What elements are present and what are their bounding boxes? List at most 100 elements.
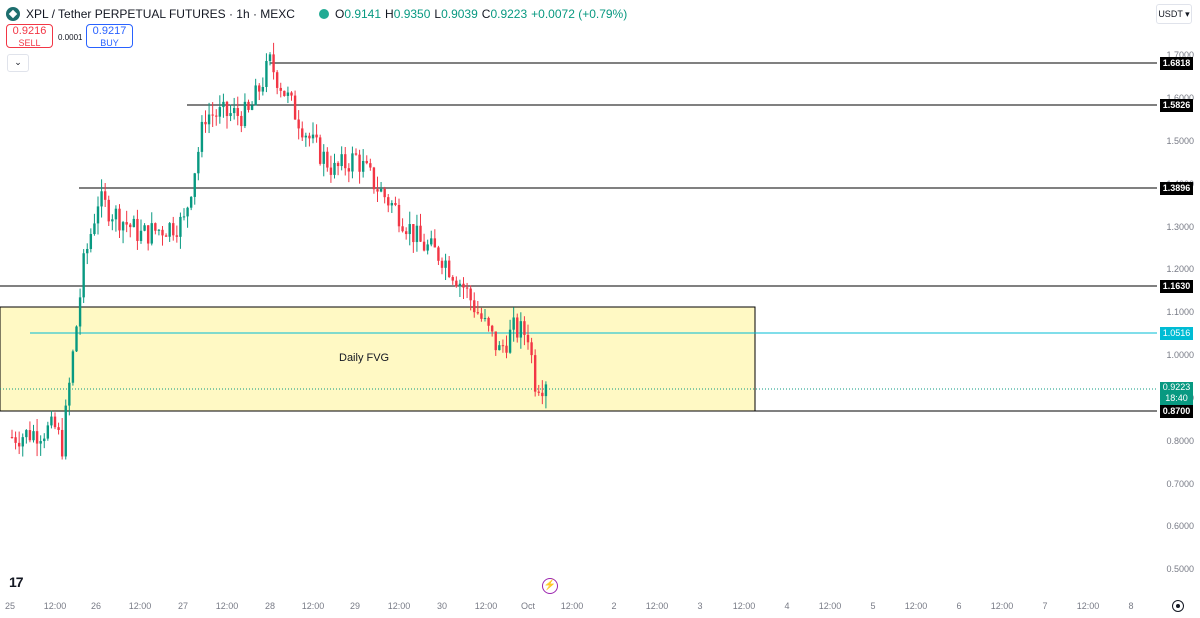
sell-button[interactable]: 0.9216 SELL: [6, 24, 53, 48]
candle-body: [394, 203, 397, 205]
candle-body: [541, 392, 544, 397]
candle-body: [336, 162, 340, 167]
candle-body: [318, 137, 322, 164]
time-axis-label: 2: [611, 601, 617, 611]
candle-body: [261, 86, 265, 92]
candle-body: [354, 153, 358, 155]
price-change: +0.0072 (+0.79%): [531, 7, 628, 21]
candle-body: [125, 222, 128, 225]
candle-body: [293, 95, 297, 120]
time-axis-label: 6: [956, 601, 962, 611]
candle-body: [96, 206, 100, 224]
buy-button[interactable]: 0.9217 BUY: [86, 24, 133, 48]
candle-body: [57, 427, 60, 430]
candle-body: [250, 105, 254, 110]
candle-body: [132, 218, 136, 228]
time-axis-label: 29: [349, 601, 361, 611]
fvg-label: Daily FVG: [339, 352, 390, 364]
candle-body: [103, 191, 107, 200]
price-axis-label: 1.5000: [1166, 136, 1194, 146]
candle-body: [530, 342, 533, 356]
market-status-icon[interactable]: [318, 9, 329, 19]
price-axis-label: 1.6000: [1166, 93, 1194, 103]
candle-body: [240, 115, 243, 127]
candle-body: [286, 92, 290, 96]
candle-body: [437, 247, 440, 261]
level-tag-4: 1.1630: [1160, 280, 1193, 293]
candle-body: [157, 229, 161, 231]
candle-body: [315, 134, 318, 138]
candle-body: [476, 312, 480, 314]
sell-price: 0.9216: [12, 25, 47, 37]
time-axis-label: 12:00: [732, 601, 756, 611]
currency-selector[interactable]: USDT ▾: [1156, 4, 1192, 24]
candle-body: [164, 235, 168, 237]
candle-body: [451, 277, 454, 281]
candle-body: [544, 384, 548, 397]
candle-body: [193, 173, 196, 197]
candle-body: [89, 234, 93, 249]
candle-body: [10, 437, 14, 438]
time-axis-label: 5: [870, 601, 876, 611]
candle-body: [197, 151, 200, 174]
candle-body: [236, 108, 239, 116]
price-axis-label: 1.0000: [1166, 350, 1194, 360]
candle-body: [14, 437, 17, 443]
candle-body: [60, 429, 64, 457]
candle-body: [462, 283, 465, 288]
candle-body: [458, 283, 462, 287]
candle-body: [455, 280, 458, 287]
tradingview-logo-icon[interactable]: 17: [9, 574, 24, 590]
candle-body: [473, 300, 476, 313]
candle-body: [308, 135, 311, 139]
candle-body: [390, 203, 394, 206]
candle-body: [494, 331, 497, 351]
time-axis-label: 12:00: [818, 601, 842, 611]
buy-label: BUY: [100, 38, 119, 48]
candle-body: [487, 317, 490, 326]
candle-body: [215, 115, 218, 117]
candle-body: [379, 188, 383, 192]
candle-body: [254, 85, 257, 106]
candle-body: [322, 151, 325, 164]
candle-body: [465, 287, 469, 289]
candle-body: [311, 134, 315, 139]
candle-body: [444, 260, 447, 268]
bolt-icon[interactable]: ⚡: [542, 578, 558, 594]
candle-body: [218, 107, 222, 117]
candle-body: [419, 225, 422, 242]
candle-body: [508, 329, 512, 353]
candle-body: [200, 121, 204, 152]
candle-body: [404, 231, 408, 235]
candle-body: [387, 197, 390, 206]
candle-body: [168, 223, 171, 237]
price-axis-label: 0.8000: [1166, 436, 1194, 446]
candle-body: [272, 54, 275, 73]
candle-body: [340, 154, 343, 167]
candle-body: [383, 188, 386, 198]
price-axis-label: 0.6000: [1166, 521, 1194, 531]
candle-body: [376, 189, 379, 192]
candle-body: [86, 248, 89, 254]
spread-value: 0.0001: [58, 33, 83, 42]
candle-body: [344, 154, 347, 169]
candle-body: [175, 235, 179, 237]
ohlc-low: L0.9039: [434, 7, 478, 21]
candle-body: [75, 326, 78, 352]
current-price-value: 0.9223: [1162, 382, 1191, 392]
fvg-zone[interactable]: [0, 306, 756, 412]
time-axis-label: 12:00: [387, 601, 411, 611]
buy-price: 0.9217: [92, 25, 127, 37]
candle-body: [483, 317, 487, 319]
ohlc-high: H0.9350: [385, 7, 431, 21]
collapse-chevron-icon[interactable]: ⌄: [7, 54, 29, 72]
symbol-title[interactable]: XPL / Tether PERPETUAL FUTURES · 1h · ME…: [26, 7, 295, 21]
candle-body: [182, 216, 186, 218]
candle-body: [100, 191, 103, 207]
candle-body: [512, 317, 515, 330]
settings-gear-icon[interactable]: [1172, 600, 1184, 612]
candle-body: [447, 260, 451, 278]
candle-body: [372, 167, 376, 190]
time-axis-label: 12:00: [645, 601, 669, 611]
